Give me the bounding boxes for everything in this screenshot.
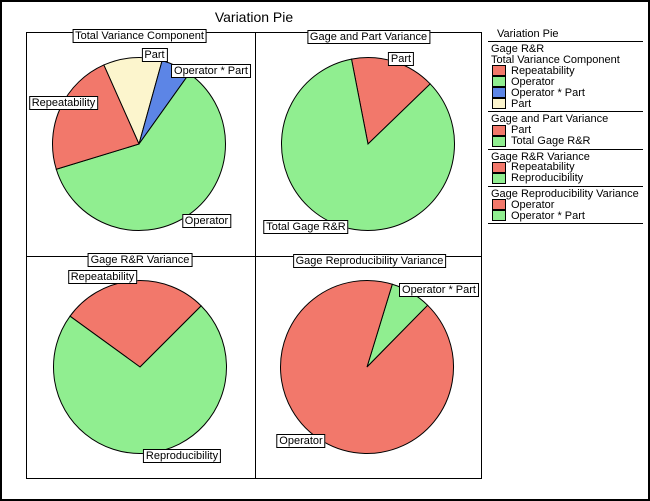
swatch-red-icon[interactable] [492,65,506,77]
legend-item-label: Operator * Part [511,209,585,222]
pie2-total-gage-rr-label: Total Gage R&R [263,220,349,234]
legend-section1-title: Total Variance Component [491,53,620,66]
legend-item-label: Repeatability [511,161,575,174]
legend-item[interactable]: Reproducibility [488,173,643,184]
swatch-red-icon[interactable] [492,124,506,136]
legend-item[interactable]: Operator [488,199,643,210]
swatch-green-icon[interactable] [492,76,506,88]
pie-gage-and-part-variance[interactable] [278,54,458,234]
legend-divider [488,148,643,150]
pie1-operator-label: Operator [181,214,232,228]
legend-divider [488,111,643,113]
legend-subtitle: Gage R&R [491,43,545,56]
swatch-green-icon[interactable] [492,210,506,222]
pie4-operator-part-label: Operator * Part [399,283,479,297]
pie1-repeatability-label: Repeatability [28,96,99,110]
pie-slice-operator[interactable] [280,280,455,454]
legend-item-label: Operator [511,75,555,88]
legend-divider [488,186,643,188]
legend-section3-title: Gage R&R Variance [491,150,590,163]
plot-frame [26,32,482,479]
pie4-header-label: Gage Reproducibility Variance [292,254,447,268]
swatch-green-icon[interactable] [492,135,506,147]
pie3-repeatability-label: Repeatability [67,270,138,284]
pie4-operator-label: Operator [276,434,326,448]
swatch-blue-icon[interactable] [492,87,506,99]
legend-item[interactable]: Operator * Part [488,210,643,221]
swatch-cream-icon[interactable] [492,98,506,110]
pie3-reproducibility-label: Reproducibility [142,449,222,463]
quadrant-divider-vertical [255,32,256,479]
legend-item[interactable]: Part [488,123,643,136]
legend-section2-title: Gage and Part Variance [491,113,609,126]
legend-item-label: Total Gage R&R [511,134,591,147]
legend-item[interactable]: Total Gage R&R [488,134,643,147]
legend-item[interactable]: Repeatability [488,65,643,76]
legend-divider [488,223,643,225]
legend-item-label: Operator * Part [511,86,585,99]
legend-section4-title: Gage Reproducibility Variance [491,188,639,201]
legend-item-label: Part [511,123,532,136]
legend-item-label: Part [511,97,532,110]
legend-item-label: Operator [511,198,555,211]
legend-divider [488,41,643,43]
pie2-header-label: Gage and Part Variance [306,29,431,44]
swatch-red-icon[interactable] [492,162,506,174]
pie1-operator-part-label: Operator * Part [171,64,251,78]
legend-item-label: Repeatability [511,64,575,77]
legend-item[interactable]: Operator [488,76,643,87]
page-title: Variation Pie [214,9,294,25]
pie-gage-reproducibility-variance[interactable] [277,277,457,457]
legend-item[interactable]: Operator * Part [488,87,643,98]
legend-item-label: Reproducibility [511,172,584,185]
pie-total-variance-component[interactable] [49,54,229,234]
legend-item[interactable]: Repeatability [488,162,643,173]
pie1-part-label: Part [141,47,168,62]
legend-item[interactable]: Part [488,98,643,109]
legend-title: Variation Pie [497,28,559,40]
pie3-header-label: Gage R&R Variance [87,253,193,267]
quadrant-divider-horizontal [26,256,482,257]
pie1-header-label: Total Variance Component [72,29,207,43]
legend: Variation Pie Gage R&R Total Variance Co… [488,28,643,226]
swatch-red-icon[interactable] [492,199,506,211]
pie-gage-rr-variance[interactable] [50,277,230,457]
pie2-part-label: Part [387,52,415,66]
swatch-green-icon[interactable] [492,173,506,185]
